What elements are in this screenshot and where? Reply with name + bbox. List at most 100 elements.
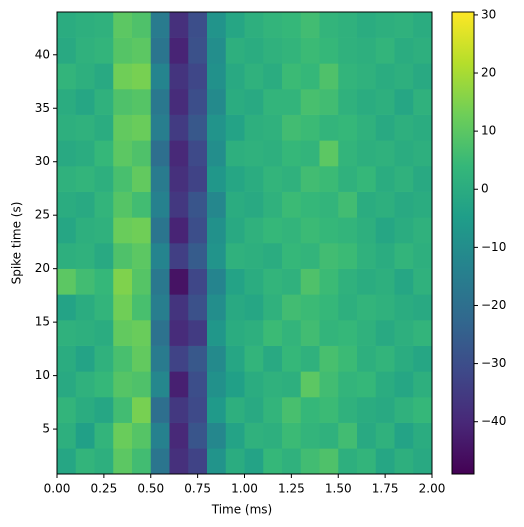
heatmap-cell [375,243,395,269]
heatmap-cell [113,166,133,192]
heatmap-cell [75,422,95,449]
heatmap-cell [113,371,133,398]
x-axis-label: Time (ms) [211,503,273,517]
heatmap-cell [188,422,208,449]
heatmap-cell [244,166,264,192]
heatmap-cell [282,397,302,423]
heatmap-cell [75,371,95,398]
heatmap-cell [263,140,283,167]
heatmap-cell [94,294,114,321]
heatmap-cell [188,371,208,398]
heatmap-cell [225,268,245,295]
heatmap-cell [300,63,320,90]
y-tick-label: 30 [35,154,50,168]
heatmap-cell [375,422,395,449]
heatmap-cell [338,37,358,64]
heatmap-cell [57,89,77,115]
heatmap-cell [188,140,208,167]
heatmap-cell [150,294,170,321]
heatmap-cell [132,294,152,321]
y-axis-label: Spike time (s) [10,202,24,285]
heatmap-cell [413,243,433,269]
heatmap-cell [357,89,377,115]
heatmap-cell [132,320,152,346]
heatmap-cell [338,268,358,295]
heatmap-cell [300,294,320,321]
x-tick-label: 1.00 [231,482,258,496]
heatmap-cell [113,114,133,141]
heatmap-cell [338,243,358,269]
heatmap-cell [244,63,264,90]
heatmap-cell [394,12,414,38]
heatmap-cell [207,114,227,141]
heatmap-cell [338,397,358,423]
heatmap-cell [319,63,339,90]
heatmap-cell [188,89,208,115]
heatmap-cell [282,12,302,38]
heatmap-cell [338,422,358,449]
heatmap-cell [300,345,320,372]
heatmap-cell [169,37,189,64]
heatmap-cell [75,37,95,64]
heatmap-cell [244,191,264,218]
heatmap-cell [75,345,95,372]
heatmap-cell [319,191,339,218]
x-tick-label: 0.00 [44,482,71,496]
heatmap-cell [188,217,208,244]
heatmap-cell [225,243,245,269]
heatmap-cell [207,37,227,64]
heatmap-cell [357,140,377,167]
heatmap-cell [413,371,433,398]
heatmap-cell [57,448,77,475]
heatmap-cell [394,114,414,141]
heatmap-cell [282,114,302,141]
heatmap-cell [375,89,395,115]
heatmap-cell [300,320,320,346]
colorbar-tick-label: 20 [481,66,496,80]
heatmap-cell [75,268,95,295]
heatmap-cell [207,448,227,475]
heatmap-cell [94,371,114,398]
heatmap-cell [169,166,189,192]
heatmap-cell [225,217,245,244]
heatmap-cell [169,217,189,244]
heatmap-cell [75,294,95,321]
heatmap-cell [150,89,170,115]
heatmap-cell [357,371,377,398]
heatmap-cell [338,140,358,167]
x-tick-label: 1.50 [325,482,352,496]
heatmap-cell [394,397,414,423]
heatmap-cell [357,422,377,449]
heatmap-cell [394,243,414,269]
heatmap-cell [263,37,283,64]
heatmap-cell [413,12,433,38]
heatmap-cell [132,268,152,295]
heatmap-cell [319,140,339,167]
heatmap-cell [225,114,245,141]
heatmap-cell [75,320,95,346]
heatmap-cell [244,217,264,244]
x-tick-label: 2.00 [419,482,446,496]
heatmap-cell [225,166,245,192]
heatmap-cell [132,191,152,218]
heatmap-cell [357,345,377,372]
heatmap-cell [225,345,245,372]
heatmap-cell [113,217,133,244]
heatmap-cell [413,422,433,449]
heatmap-cell [244,397,264,423]
heatmap-cell [169,114,189,141]
heatmap-cell [94,191,114,218]
heatmap-cell [113,243,133,269]
heatmap-cell [113,268,133,295]
heatmap-cell [244,12,264,38]
heatmap-cell [169,422,189,449]
heatmap-cell [169,397,189,423]
y-tick-label: 25 [35,208,50,222]
x-tick-label: 0.75 [184,482,211,496]
heatmap-cell [263,397,283,423]
heatmap-cell [357,217,377,244]
heatmap-cell [188,166,208,192]
heatmap-cell [150,37,170,64]
heatmap-cell [75,140,95,167]
